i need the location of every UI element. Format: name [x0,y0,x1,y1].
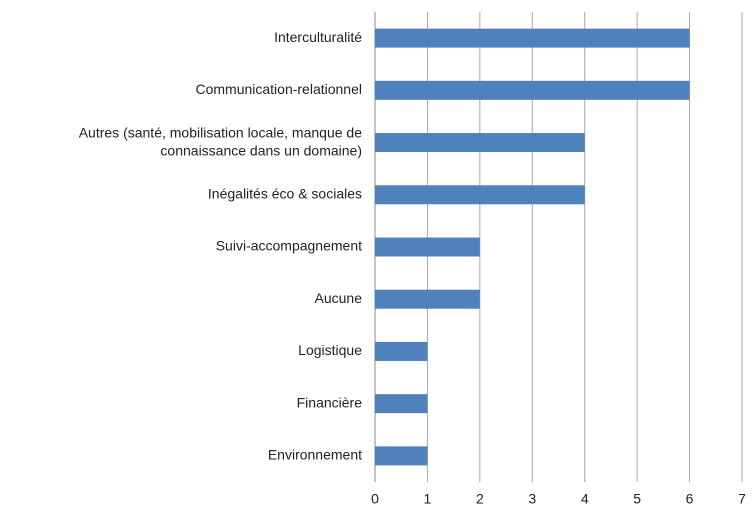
y-tick-label: Inégalités éco & sociales [208,185,362,201]
x-tick-label: 4 [581,491,589,507]
bar [375,237,480,257]
bar [375,394,428,414]
y-tick-label: Financière [297,394,363,410]
x-tick-label: 0 [371,491,379,507]
x-tick-label: 3 [528,491,536,507]
bar [375,446,428,466]
y-tick-label: Environnement [268,447,362,463]
y-tick-label: Aucune [315,290,363,306]
x-tick-label: 2 [476,491,484,507]
y-tick-label: Suivi-accompagnement [216,238,362,254]
y-tick-label: Autres (santé, mobilisation locale, manq… [79,124,362,158]
y-tick-label: Communication-relationnel [195,81,362,97]
bar [375,289,480,309]
x-tick-label: 1 [424,491,432,507]
x-tick-label: 5 [633,491,641,507]
y-tick-label: Logistique [298,342,362,358]
x-tick-label: 6 [686,491,694,507]
x-tick-label: 7 [738,491,746,507]
bar [375,185,585,205]
bar [375,80,690,100]
bar [375,133,585,153]
bar [375,28,690,48]
y-tick-label: Interculturalité [274,29,362,45]
bar [375,341,428,361]
